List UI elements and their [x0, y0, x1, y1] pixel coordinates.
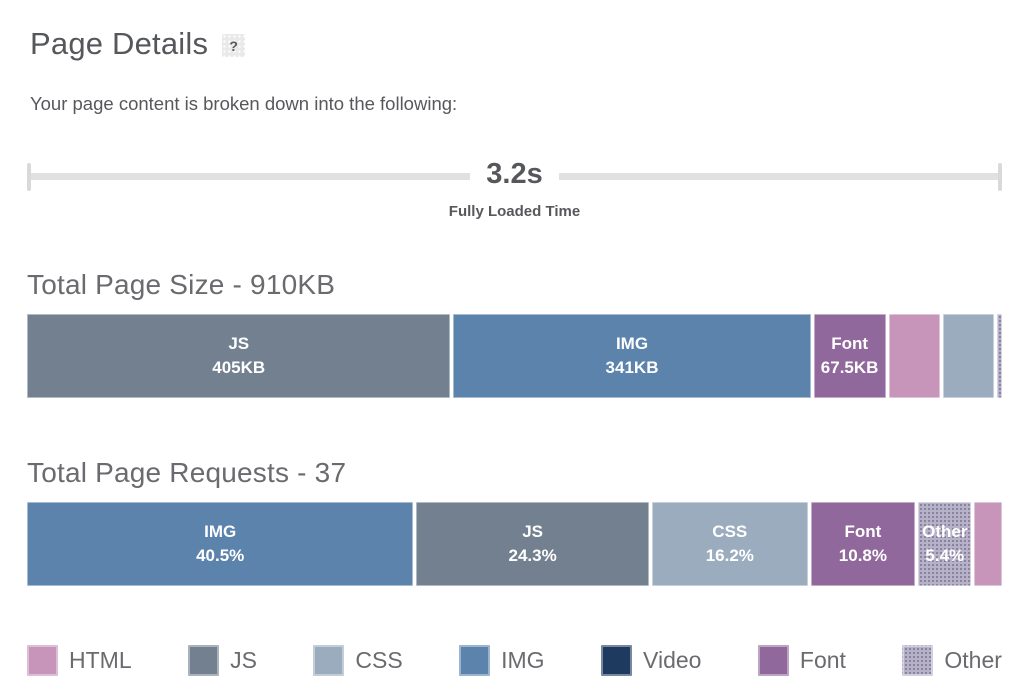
page-size-segment-html[interactable]	[888, 313, 940, 398]
page-requests-heading: Total Page Requests - 37	[27, 456, 347, 488]
page-size-segment-font[interactable]: Font 67.5KB	[813, 313, 886, 398]
page-requests-segment-html[interactable]	[974, 502, 1003, 587]
segment-value-label: 67.5KB	[820, 357, 879, 377]
timeline-right-cap-icon	[998, 162, 1003, 191]
segment-type-label: Font	[831, 334, 869, 354]
segment-value-label: 341KB	[605, 357, 659, 377]
timeline-track-left	[31, 173, 471, 181]
video-swatch-icon	[601, 645, 633, 677]
segment-value-label: 16.2%	[705, 546, 754, 566]
segment-value-label: 40.5%	[196, 546, 245, 566]
css-swatch-icon	[313, 645, 345, 677]
page-size-segment-img[interactable]: IMG 341KB	[453, 313, 811, 398]
segment-type-label: JS	[522, 522, 544, 542]
segment-type-label: JS	[228, 334, 250, 354]
page-subtitle: Your page content is broken down into th…	[30, 92, 458, 114]
segment-value-label: 5.4%	[925, 546, 965, 566]
segment-type-label: IMG	[204, 522, 237, 542]
help-icon[interactable]: ?	[222, 34, 246, 57]
page-requests-bar: IMG 40.5% JS 24.3% CSS 16.2% Font 10.8% …	[27, 502, 1003, 587]
js-swatch-icon	[188, 645, 220, 677]
segment-type-label: IMG	[615, 334, 649, 354]
segment-value-label: 10.8%	[838, 546, 887, 566]
legend: HTML JS CSS IMG Video Font Other	[27, 645, 1002, 677]
legend-label: IMG	[501, 647, 545, 674]
page-requests-segment-js[interactable]: JS 24.3%	[416, 502, 649, 587]
legend-item-other: Other	[902, 645, 1002, 677]
segment-value-label: 405KB	[212, 357, 266, 377]
segment-type-label: Font	[844, 522, 882, 542]
page-size-segment-js[interactable]: JS 405KB	[27, 313, 451, 398]
legend-label: Other	[944, 647, 1002, 674]
fully-loaded-timeline: 3.2s Fully Loaded Time	[27, 158, 1003, 220]
html-swatch-icon	[27, 645, 58, 677]
page-requests-segment-css[interactable]: CSS 16.2%	[651, 502, 808, 587]
other-swatch-icon	[902, 645, 934, 677]
header: Page Details ?	[30, 26, 1002, 62]
legend-item-img: IMG	[459, 645, 545, 677]
legend-item-css: CSS	[313, 645, 403, 677]
legend-label: Video	[643, 647, 702, 674]
page-requests-segment-img[interactable]: IMG 40.5%	[27, 502, 414, 587]
legend-item-video: Video	[601, 645, 702, 677]
timeline-track-right	[558, 173, 999, 181]
legend-label: HTML	[69, 647, 132, 674]
fully-loaded-time-value: 3.2s	[486, 158, 543, 191]
font-swatch-icon	[757, 645, 789, 677]
page-size-segment-other[interactable]	[997, 313, 1002, 398]
legend-item-js: JS	[188, 645, 257, 677]
segment-type-label: Other	[922, 522, 968, 542]
legend-label: Font	[799, 647, 846, 674]
legend-item-font: Font	[757, 645, 846, 677]
segment-value-label: 24.3%	[508, 546, 557, 566]
page-requests-segment-other[interactable]: Other 5.4%	[918, 502, 972, 587]
page-size-heading: Total Page Size - 910KB	[27, 268, 336, 300]
legend-label: CSS	[355, 647, 403, 674]
fully-loaded-time-label: Fully Loaded Time	[448, 202, 581, 220]
legend-label: JS	[230, 647, 257, 674]
legend-item-html: HTML	[27, 645, 132, 677]
page-size-bar: JS 405KB IMG 341KB Font 67.5KB	[27, 313, 1002, 398]
page-size-segment-css[interactable]	[942, 313, 995, 398]
img-swatch-icon	[459, 645, 491, 677]
timeline-left-cap-icon	[27, 162, 31, 191]
page-title: Page Details	[30, 26, 209, 61]
page-requests-segment-font[interactable]: Font 10.8%	[810, 502, 916, 587]
segment-type-label: CSS	[712, 522, 748, 542]
